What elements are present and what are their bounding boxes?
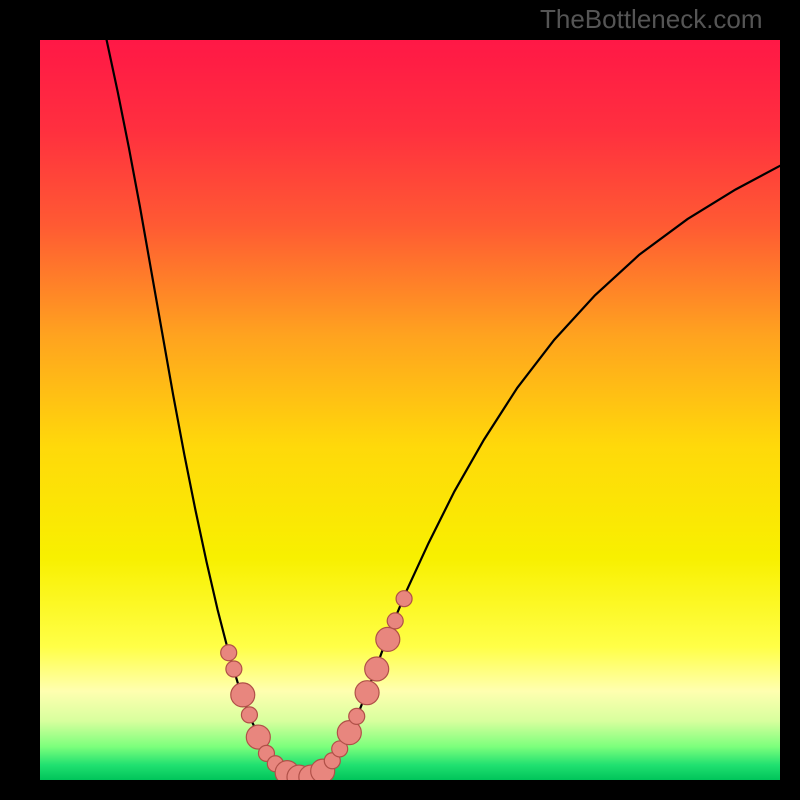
marker-point: [396, 591, 412, 607]
marker-point: [355, 681, 379, 705]
chart-svg: [40, 40, 780, 780]
marker-point: [387, 613, 403, 629]
marker-point: [365, 657, 389, 681]
marker-point: [241, 707, 257, 723]
chart-plot-area: [40, 40, 780, 780]
marker-point: [376, 627, 400, 651]
watermark-text: TheBottleneck.com: [540, 4, 763, 35]
chart-background: [40, 40, 780, 780]
marker-point: [231, 683, 255, 707]
marker-point: [221, 645, 237, 661]
marker-point: [226, 661, 242, 677]
marker-point: [349, 708, 365, 724]
